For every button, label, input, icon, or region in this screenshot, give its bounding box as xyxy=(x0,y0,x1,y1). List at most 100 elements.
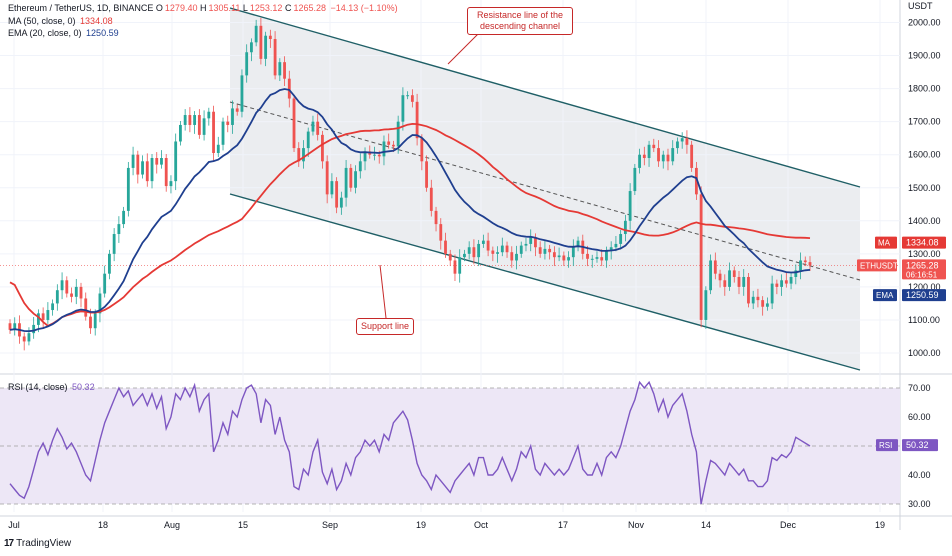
candle-body xyxy=(183,115,187,125)
candle-body xyxy=(55,290,59,304)
candle-body xyxy=(98,293,102,314)
candle-body xyxy=(628,191,632,221)
candle-body xyxy=(505,245,509,253)
candle-body xyxy=(363,151,367,162)
candle-body xyxy=(392,144,395,147)
candle-body xyxy=(458,257,462,274)
time-tick-label: 14 xyxy=(701,520,711,530)
candle-body xyxy=(463,253,466,258)
price-tick-label: 1800.00 xyxy=(908,84,941,94)
low-value: 1253.12 xyxy=(249,3,283,13)
price-tick-label: 1900.00 xyxy=(908,51,941,61)
ema-legend[interactable]: EMA (20, close, 0) 1250.59 xyxy=(8,28,119,39)
time-tick-label: 19 xyxy=(875,520,885,530)
price-badge-value: 1250.59 xyxy=(906,290,939,300)
price-badge-value: 1265.28 xyxy=(906,260,939,270)
ma-value: 1334.08 xyxy=(80,16,113,26)
resistance-callout-pointer xyxy=(447,33,479,65)
candle-body xyxy=(751,296,755,304)
rsi-badge-name: RSI xyxy=(879,441,892,450)
price-badge-value: 1334.08 xyxy=(906,238,939,248)
candle-body xyxy=(330,181,334,195)
candle-body xyxy=(756,296,760,301)
candle-body xyxy=(406,95,410,97)
candle-body xyxy=(609,247,613,251)
candle-body xyxy=(221,121,225,145)
candle-body xyxy=(737,276,741,287)
close-label: C xyxy=(284,3,292,13)
candle-body xyxy=(302,148,305,162)
candle-body xyxy=(321,134,324,162)
candle-body xyxy=(292,98,296,149)
ema-20-line xyxy=(9,88,811,333)
price-tick-label: 1600.00 xyxy=(908,150,941,160)
candle-body xyxy=(358,161,362,172)
candle-body xyxy=(576,240,580,248)
price-tick-label: 1400.00 xyxy=(908,216,941,226)
open-label: O xyxy=(155,3,163,13)
candle-body xyxy=(202,118,206,135)
time-tick-label: 18 xyxy=(98,520,108,530)
rsi-tick-label: 70.00 xyxy=(908,383,931,393)
price-tick-label: 1700.00 xyxy=(908,117,941,127)
candle-body xyxy=(747,276,750,304)
ema-value: 1250.59 xyxy=(86,28,119,38)
candle-body xyxy=(765,303,769,307)
candle-body xyxy=(410,95,414,102)
candle-body xyxy=(112,234,116,254)
candle-body xyxy=(448,253,452,261)
candle-body xyxy=(250,42,253,53)
symbol-legend: Ethereum / TetherUS, 1D, BINANCE O 1279.4… xyxy=(8,3,398,14)
candle-body xyxy=(89,316,92,329)
candle-body xyxy=(65,280,69,294)
candle-body xyxy=(803,260,807,263)
candle-body xyxy=(699,194,703,320)
tradingview-mark-icon: 17 xyxy=(4,538,14,549)
high-value: 1305.11 xyxy=(208,3,241,13)
close-value: 1265.28 xyxy=(293,3,326,13)
candle-body xyxy=(188,115,192,125)
candle-body xyxy=(590,258,594,260)
rsi-value: 50.32 xyxy=(72,382,95,392)
candle-body xyxy=(51,303,55,311)
candle-body xyxy=(325,161,329,195)
candle-body xyxy=(401,95,405,122)
candle-body xyxy=(212,111,215,154)
support-callout: Support line xyxy=(356,318,415,335)
candle-body xyxy=(70,293,73,297)
candle-body xyxy=(245,52,249,76)
candle-body xyxy=(268,35,272,40)
candle-body xyxy=(808,262,812,266)
ma-legend[interactable]: MA (50, close, 0) 1334.08 xyxy=(8,16,113,27)
rsi-legend[interactable]: RSI (14, close) 50.32 xyxy=(8,382,95,393)
candle-body xyxy=(287,78,291,99)
candle-body xyxy=(472,247,476,258)
rsi-tick-label: 40.00 xyxy=(908,470,931,480)
candle-body xyxy=(586,253,589,259)
rsi-line xyxy=(9,380,811,505)
candle-body xyxy=(690,144,694,168)
candle-body xyxy=(126,167,130,211)
candle-body xyxy=(642,154,646,159)
candle-body xyxy=(477,243,481,258)
candle-body xyxy=(396,121,400,147)
candle-body xyxy=(107,253,111,274)
candle-body xyxy=(671,148,675,162)
rsi-badge-tag xyxy=(876,439,898,452)
candle-body xyxy=(150,158,154,182)
candle-body xyxy=(723,280,727,287)
candle-body xyxy=(548,248,552,253)
tradingview-logo[interactable]: 17 TradingView xyxy=(4,538,71,549)
rsi-label: RSI (14, close) xyxy=(8,382,68,392)
candle-body xyxy=(486,240,490,251)
candle-body xyxy=(534,237,537,248)
candle-body xyxy=(145,161,149,182)
candle-body xyxy=(543,248,547,254)
resistance-line xyxy=(229,7,861,188)
candle-body xyxy=(481,240,485,244)
candle-body xyxy=(41,313,45,320)
candle-body xyxy=(761,300,765,307)
candle-body xyxy=(633,167,637,192)
candle-body xyxy=(415,101,419,139)
